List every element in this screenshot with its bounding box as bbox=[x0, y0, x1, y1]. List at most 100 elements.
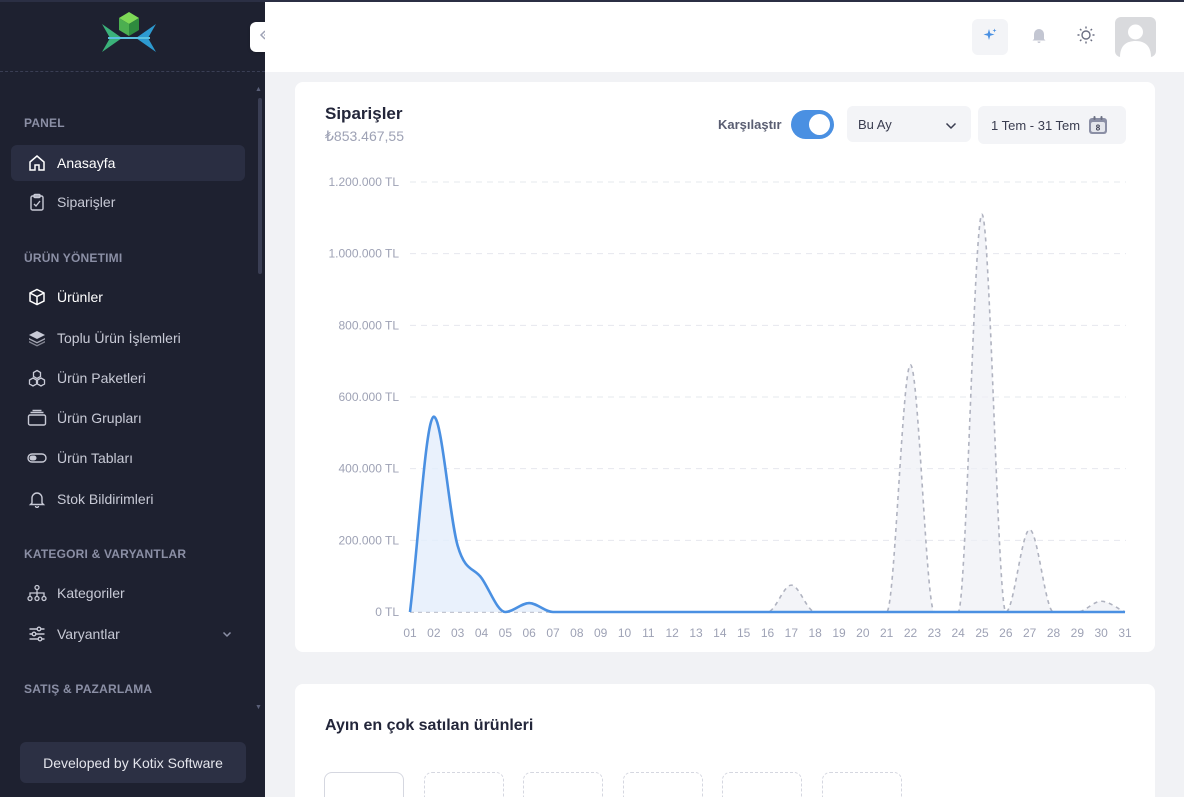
x-tick-label: 13 bbox=[689, 626, 703, 640]
product-tile[interactable] bbox=[623, 772, 703, 797]
toggle-icon bbox=[27, 448, 47, 468]
x-tick-label: 08 bbox=[570, 626, 584, 640]
calendar-day: 8 bbox=[1096, 124, 1101, 133]
kotix-logo[interactable] bbox=[100, 10, 158, 54]
y-tick-label: 400.000 TL bbox=[339, 462, 400, 476]
x-tick-label: 24 bbox=[951, 626, 965, 640]
x-tick-label: 07 bbox=[546, 626, 560, 640]
box-icon bbox=[27, 287, 47, 307]
sidebar-item-toplu-urun-islemleri[interactable]: Toplu Ürün İşlemleri bbox=[11, 320, 245, 356]
chevron-down-icon bbox=[221, 627, 233, 643]
date-range-value: 1 Tem - 31 Tem bbox=[991, 117, 1081, 133]
sidebar-item-siparisler[interactable]: Siparişler bbox=[11, 184, 245, 220]
sidebar-item-label: Ürünler bbox=[57, 289, 103, 305]
sidebar-item-label: Varyantlar bbox=[57, 626, 120, 642]
sidebar-item-urun-paketleri[interactable]: Ürün Paketleri bbox=[11, 360, 245, 396]
x-tick-label: 11 bbox=[642, 626, 655, 640]
toggle-knob bbox=[809, 114, 830, 135]
current-series-line bbox=[408, 415, 1125, 614]
compare-toggle[interactable] bbox=[791, 110, 834, 139]
sidebar-item-label: Ürün Tabları bbox=[57, 450, 134, 466]
x-tick-label: 09 bbox=[594, 626, 608, 640]
date-range-picker[interactable]: 1 Tem - 31 Tem 8 bbox=[978, 106, 1126, 144]
section-label-urun-yonetimi: ÜRÜN YÖNETIMI bbox=[24, 251, 123, 265]
product-tile[interactable] bbox=[324, 772, 404, 797]
theme-toggle-button[interactable] bbox=[1068, 19, 1104, 55]
x-tick-label: 12 bbox=[665, 626, 679, 640]
hierarchy-icon bbox=[27, 583, 47, 603]
x-tick-label: 18 bbox=[808, 626, 822, 640]
y-tick-label: 1.200.000 TL bbox=[328, 175, 399, 189]
x-tick-label: 23 bbox=[928, 626, 942, 640]
user-placeholder-icon bbox=[1120, 24, 1151, 57]
x-tick-label: 03 bbox=[451, 626, 465, 640]
ai-assistant-button[interactable] bbox=[972, 19, 1008, 55]
top-border bbox=[0, 0, 1184, 2]
top-products-card: Ayın en çok satılan ürünleri bbox=[295, 684, 1155, 797]
sidebar-item-label: Siparişler bbox=[57, 194, 116, 210]
orders-chart: 0 TL 200.000 TL 400.000 TL 600.000 TL 800.00… bbox=[328, 175, 1132, 640]
x-tick-label: 16 bbox=[761, 626, 775, 640]
period-select[interactable]: Bu Ay bbox=[847, 106, 971, 142]
section-label-satis-pazarlama: SATIŞ & PAZARLAMA bbox=[24, 682, 153, 696]
x-tick-label: 27 bbox=[1023, 626, 1037, 640]
section-label-kategori-varyantlar: KATEGORI & VARYANTLAR bbox=[24, 547, 187, 561]
avatar[interactable] bbox=[1115, 17, 1156, 57]
product-tile[interactable] bbox=[722, 772, 802, 797]
comparison-series-line bbox=[409, 213, 1126, 613]
x-tick-label: 02 bbox=[427, 626, 441, 640]
sidebar-item-anasayfa[interactable]: Anasayfa bbox=[11, 145, 245, 181]
sun-icon bbox=[1076, 25, 1096, 50]
y-tick-label: 600.000 TL bbox=[339, 390, 400, 404]
period-select-value: Bu Ay bbox=[858, 116, 892, 132]
y-tick-label: 800.000 TL bbox=[339, 318, 400, 332]
sidebar-item-varyantlar[interactable]: Varyantlar bbox=[11, 616, 245, 652]
x-tick-label: 17 bbox=[785, 626, 799, 640]
home-icon bbox=[27, 153, 47, 173]
stack-icon bbox=[27, 408, 47, 428]
sidebar-item-urunler[interactable]: Ürünler bbox=[11, 279, 245, 315]
x-tick-label: 26 bbox=[999, 626, 1013, 640]
developer-credit-button[interactable]: Developed by Kotix Software bbox=[20, 742, 246, 783]
x-tick-label: 29 bbox=[1071, 626, 1085, 640]
calendar-icon: 8 bbox=[1088, 115, 1108, 138]
y-tick-label: 0 TL bbox=[375, 605, 399, 619]
orders-total: ₺853.467,55 bbox=[325, 128, 404, 144]
scroll-down-icon[interactable]: ▼ bbox=[255, 704, 262, 711]
product-tile[interactable] bbox=[523, 772, 603, 797]
sparkle-icon bbox=[982, 27, 998, 48]
x-tick-label: 30 bbox=[1094, 626, 1108, 640]
x-tick-label: 22 bbox=[904, 626, 918, 640]
sidebar-item-label: Ürün Paketleri bbox=[57, 370, 146, 386]
scroll-up-icon[interactable]: ▲ bbox=[255, 86, 262, 93]
x-tick-label: 04 bbox=[475, 626, 489, 640]
chevron-down-icon bbox=[945, 119, 957, 134]
sidebar-item-stok-bildirimleri[interactable]: Stok Bildirimleri bbox=[11, 481, 245, 517]
sidebar-item-label: Ürün Grupları bbox=[57, 410, 142, 426]
orders-card: Siparişler ₺853.467,55 Karşılaştır Bu Ay… bbox=[295, 82, 1155, 652]
sidebar-item-urun-gruplari[interactable]: Ürün Grupları bbox=[11, 400, 245, 436]
y-tick-label: 200.000 TL bbox=[339, 533, 400, 547]
notifications-button[interactable] bbox=[1021, 19, 1057, 55]
product-tile[interactable] bbox=[822, 772, 902, 797]
x-tick-label: 19 bbox=[832, 626, 846, 640]
series-area bbox=[410, 214, 1125, 612]
orders-title: Siparişler bbox=[325, 104, 403, 123]
x-tick-label: 14 bbox=[713, 626, 727, 640]
sidebar-item-label: Anasayfa bbox=[57, 155, 116, 171]
sidebar-item-label: Stok Bildirimleri bbox=[57, 491, 154, 507]
sidebar-item-label: Kategoriler bbox=[57, 585, 125, 601]
x-tick-label: 10 bbox=[618, 626, 632, 640]
x-tick-label: 05 bbox=[499, 626, 513, 640]
x-tick-label: 28 bbox=[1047, 626, 1061, 640]
sidebar-item-urun-tablari[interactable]: Ürün Tabları bbox=[11, 440, 245, 476]
sidebar-scrollbar[interactable] bbox=[258, 98, 262, 274]
layers-icon bbox=[27, 328, 47, 348]
sidebar-divider bbox=[0, 71, 265, 72]
y-tick-label: 1.000.000 TL bbox=[328, 247, 399, 261]
sidebar-item-kategoriler[interactable]: Kategoriler bbox=[11, 575, 245, 611]
x-tick-label: 31 bbox=[1118, 626, 1132, 640]
product-tile[interactable] bbox=[424, 772, 504, 797]
x-tick-label: 21 bbox=[880, 626, 894, 640]
